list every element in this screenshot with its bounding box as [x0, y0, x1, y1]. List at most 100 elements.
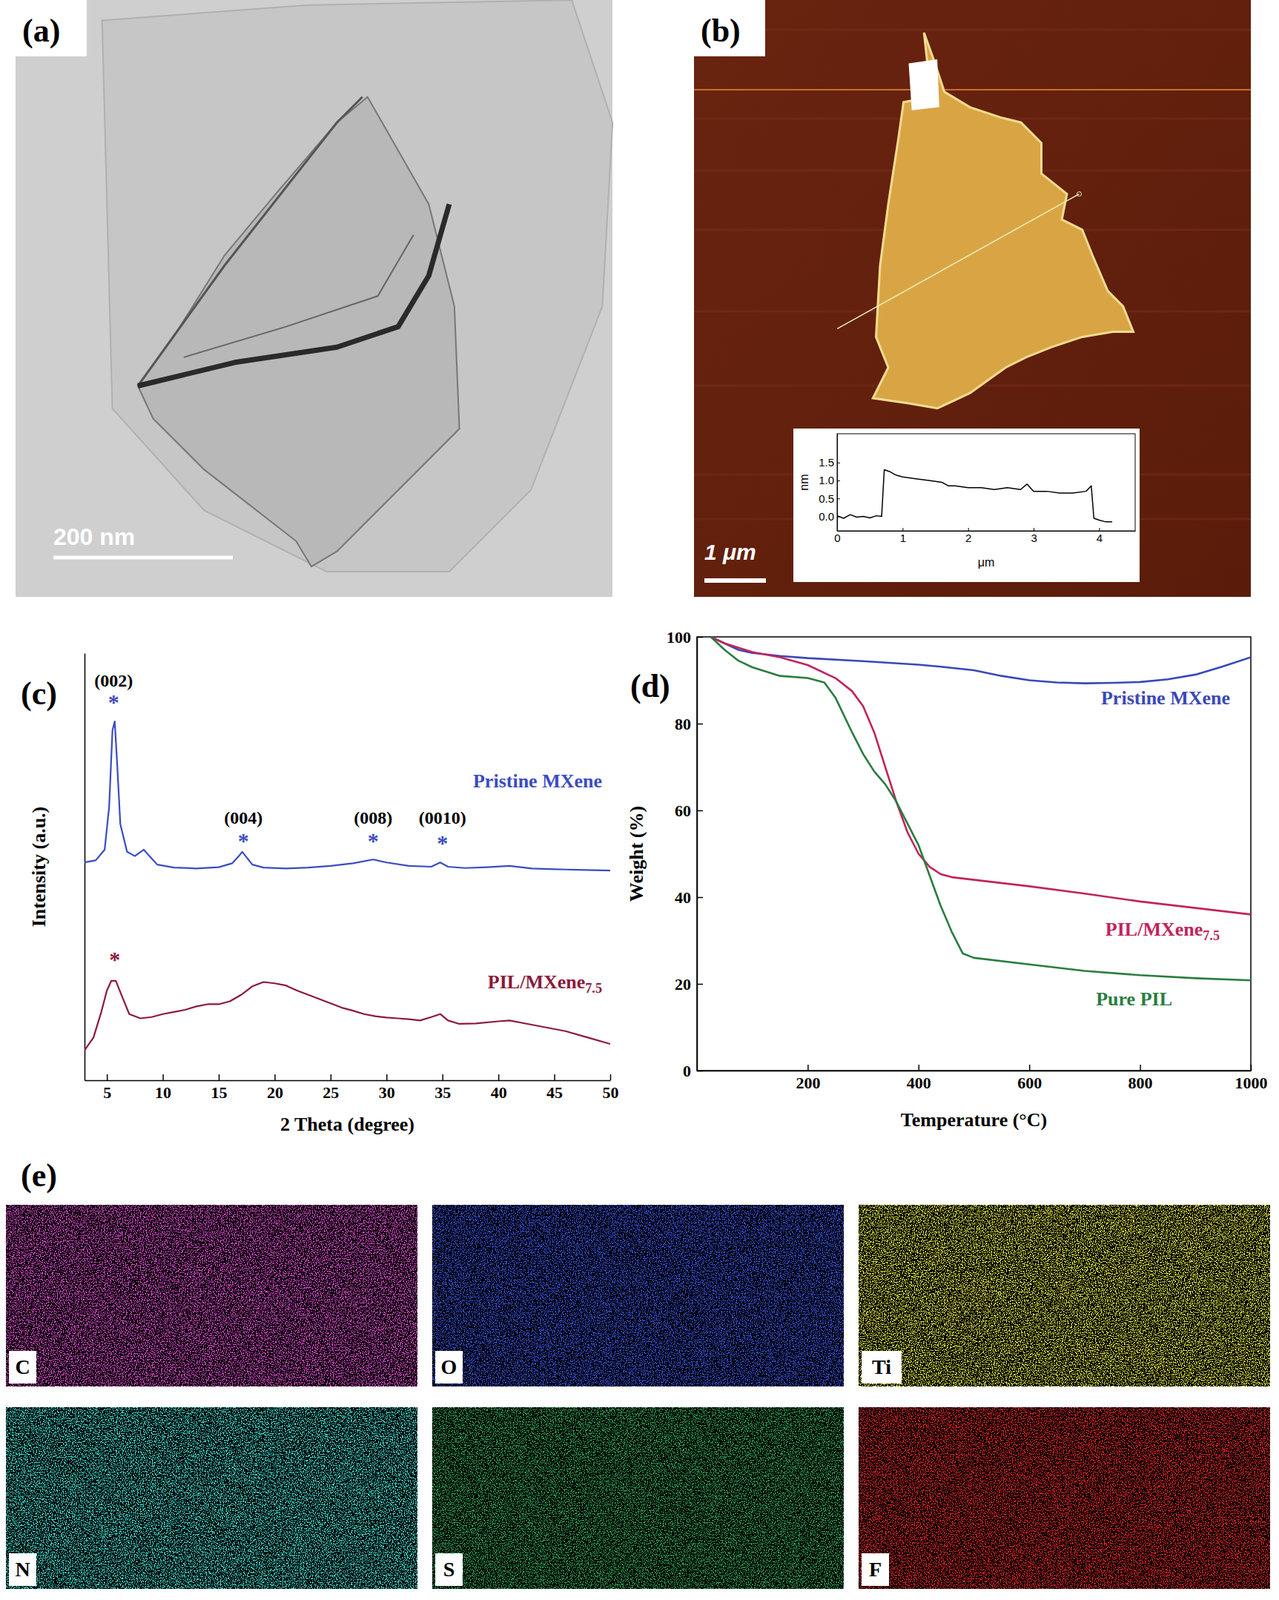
- scale-bar: [704, 578, 766, 583]
- x-tick: 45: [546, 1074, 563, 1102]
- x-tick: 5: [103, 1074, 112, 1102]
- x-tick-mark: [968, 527, 970, 531]
- x-tick-label: 200: [795, 1073, 821, 1093]
- panel-label-box: [693, 0, 766, 57]
- y-axis-line: [696, 637, 699, 1072]
- x-tick-label: 4: [1096, 531, 1103, 545]
- x-tick-label: 15: [211, 1083, 228, 1102]
- inset-background: [793, 428, 1140, 583]
- x-tick-mark: [106, 1074, 109, 1081]
- x-axis-line: [697, 1070, 1252, 1073]
- y-tick: 0.5: [818, 492, 841, 505]
- x-tick: 25: [322, 1074, 339, 1102]
- x-tick: 3: [1030, 527, 1037, 545]
- series-label: Pristine MXene: [1101, 687, 1231, 709]
- x-tick-mark: [553, 1074, 556, 1081]
- y-tick: 1.0: [818, 473, 841, 487]
- tem-image: (a) 200 nm: [15, 0, 613, 597]
- map-label-box: [861, 1350, 902, 1384]
- eds-maps: (e)COTiNSF: [5, 1157, 1271, 1589]
- x-axis-title: μm: [977, 556, 996, 569]
- chart: 012340.00.51.01.5μmnm: [797, 433, 1136, 569]
- sheet: [102, 0, 614, 572]
- x-tick-label: 600: [1017, 1073, 1042, 1093]
- y-tick: 0.0: [818, 510, 841, 523]
- x-tick-mark: [610, 1074, 612, 1081]
- x-axis: 5101520253035404550: [85, 1074, 620, 1102]
- panel-label: (a): [22, 12, 61, 49]
- flake-fold-inner: [183, 235, 414, 358]
- element-map: [432, 1407, 844, 1589]
- panel-label: (c): [20, 675, 58, 712]
- plot-frame: [837, 433, 1136, 531]
- x-tick-label: 0: [834, 531, 841, 545]
- x-tick: 200: [795, 1064, 821, 1093]
- x-tick-label: 40: [490, 1083, 508, 1102]
- x-tick-label: 50: [602, 1083, 620, 1102]
- scan-line: [693, 28, 1251, 32]
- x-tick: 1: [900, 527, 907, 545]
- afm-image: (b)1 μm: [693, 0, 1251, 597]
- x-tick-label: 30: [378, 1083, 396, 1102]
- x-tick-mark: [218, 1074, 221, 1081]
- y-tick-label: 1.5: [818, 455, 835, 469]
- y-axis: [84, 653, 86, 1082]
- map-background: [858, 1204, 1271, 1387]
- y-tick: 1.5: [818, 455, 841, 469]
- element-map: [5, 1407, 418, 1589]
- x-tick: 4: [1096, 527, 1103, 545]
- x-tick-mark: [1033, 527, 1035, 531]
- map-label: C: [14, 1355, 30, 1379]
- x-tick-mark: [1098, 527, 1100, 531]
- x-tick-mark: [1250, 1064, 1253, 1071]
- series-line: [711, 636, 1251, 915]
- flake-fold: [137, 203, 450, 386]
- element-map: [858, 1204, 1271, 1387]
- x-tick-label: 800: [1128, 1073, 1153, 1093]
- flake: [872, 32, 1133, 409]
- profile-end: [1076, 192, 1082, 197]
- x-tick-mark: [918, 1064, 921, 1071]
- y-tick-mark: [837, 498, 841, 499]
- y-tick: 80: [674, 714, 703, 734]
- panel-label-box: [15, 0, 87, 57]
- annotation: *: [436, 830, 448, 855]
- profile-line: [837, 194, 1079, 330]
- flake: [137, 97, 460, 567]
- y-tick-label: 0: [682, 1061, 692, 1081]
- x-tick-mark: [498, 1074, 500, 1081]
- figure: (a)200 nm(b)1 μm012340.00.51.01.5μmnm510…: [0, 0, 1279, 1600]
- x-axis: 0 1 2 3 4: [834, 527, 1136, 545]
- annotation: *: [238, 828, 250, 853]
- y-tick-mark: [696, 983, 703, 986]
- map-label-box: [8, 1553, 37, 1586]
- map-label: F: [868, 1557, 882, 1581]
- plot-lines: [84, 721, 611, 1051]
- x-axis: 2004006008001000: [697, 1064, 1268, 1093]
- y-axis-line: [84, 653, 87, 1082]
- map-label-box: [8, 1350, 37, 1384]
- x-tick: 800: [1128, 1064, 1153, 1093]
- x-tick: 50: [602, 1074, 620, 1102]
- plot-lines: [837, 470, 1113, 522]
- map-background: [858, 1407, 1271, 1589]
- x-tick-label: 5: [103, 1083, 112, 1102]
- map-background: [432, 1407, 844, 1589]
- map-label-box: [435, 1553, 463, 1586]
- x-tick-mark: [441, 1074, 444, 1081]
- annotation: (0010): [418, 808, 467, 828]
- x-tick-mark: [162, 1074, 164, 1081]
- x-tick: 2: [965, 527, 972, 545]
- y-tick-mark: [696, 723, 703, 726]
- x-tick: 1000: [1235, 1064, 1268, 1093]
- chart: 5101520253035404550Pristine MXenePIL/MXe…: [20, 653, 620, 1136]
- x-tick-mark: [330, 1074, 333, 1081]
- x-tick-mark: [807, 1064, 809, 1071]
- map-background: [5, 1407, 418, 1589]
- map-label-box: [861, 1553, 889, 1586]
- series-line: [711, 636, 1251, 981]
- y-tick: 40: [674, 888, 703, 907]
- x-tick: 600: [1017, 1064, 1042, 1093]
- scale-bar-label: 200 nm: [53, 523, 135, 551]
- y-tick-mark: [837, 462, 841, 464]
